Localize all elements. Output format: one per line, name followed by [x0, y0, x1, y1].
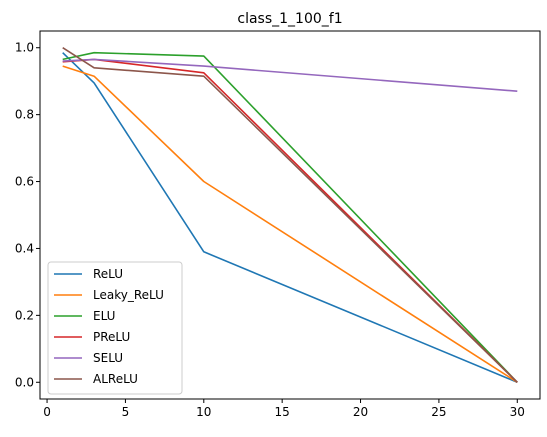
plot-frame: [39, 30, 541, 400]
x-tick-label: 0: [43, 405, 51, 419]
y-tick-label: 0.0: [15, 375, 34, 389]
legend-label-alrelu: ALReLU: [93, 372, 138, 386]
y-tick-label: 0.4: [15, 241, 34, 255]
legend-label-selu: SELU: [93, 351, 123, 365]
y-tick-label: 0.8: [15, 108, 34, 122]
legend: ReLU Leaky_ReLU ELU PReLU SELU ALReLU: [47, 261, 183, 395]
series-line-selu: [62, 58, 518, 92]
series-line-leaky-relu: [62, 65, 518, 383]
x-tick-label: 20: [353, 405, 368, 419]
series-lines: [62, 47, 518, 384]
legend-label-leaky-relu: Leaky_ReLU: [93, 288, 164, 302]
legend-label-relu: ReLU: [93, 267, 123, 281]
x-tick-label: 10: [196, 405, 211, 419]
series-line-elu: [62, 51, 518, 383]
y-tick-label: 1.0: [15, 41, 34, 55]
x-tick-label: 30: [510, 405, 525, 419]
series-line-relu: [62, 52, 518, 384]
x-tick-label: 25: [431, 405, 446, 419]
axis-ticks: 0 5 10 15 20 25 30 0.0 0.2 0.4 0.6 0.8 1.0: [15, 41, 525, 419]
chart-title: class_1_100_f1: [237, 11, 342, 27]
x-tick-label: 5: [122, 405, 130, 419]
x-tick-label: 15: [275, 405, 290, 419]
legend-label-prelu: PReLU: [93, 330, 130, 344]
series-line-alrelu: [62, 47, 518, 383]
y-tick-label: 0.6: [15, 175, 34, 189]
y-tick-label: 0.2: [15, 308, 34, 322]
legend-label-elu: ELU: [93, 309, 115, 323]
